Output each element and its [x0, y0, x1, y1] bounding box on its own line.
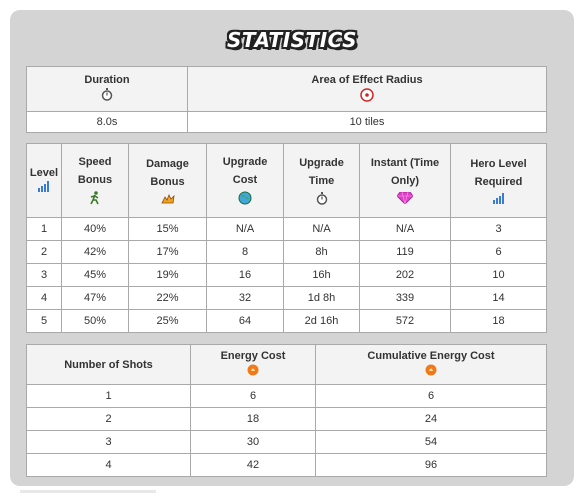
damage-bonus-header: Damage Bonus: [128, 143, 207, 218]
energy-cost-cell: 30: [190, 430, 316, 454]
table-row: 1 6 6: [26, 384, 547, 408]
level-cell: 1: [26, 217, 62, 241]
table-row: 3 30 54: [26, 430, 547, 454]
instant-time-header: Instant (Time Only): [359, 143, 451, 218]
energy-icon: [247, 364, 259, 379]
energy-cost-header-label: Energy Cost: [220, 350, 286, 362]
table-row: 2 42% 17% 8 8h 119 6: [26, 240, 547, 264]
energy-cost-cell: 18: [190, 407, 316, 431]
number-of-shots-header-label: Number of Shots: [64, 358, 153, 371]
damage-bonus-cell: 15%: [128, 217, 207, 241]
cumulative-energy-cost-header-label: Cumulative Energy Cost: [367, 350, 495, 362]
hero-level-cell: 6: [450, 240, 547, 264]
level-bars-icon: [38, 180, 50, 195]
cumulative-energy-cell: 96: [315, 453, 547, 477]
upgrade-time-cell: N/A: [283, 217, 360, 241]
damage-bonus-cell: 19%: [128, 263, 207, 287]
hero-level-cell: 10: [450, 263, 547, 287]
instant-time-cell: 572: [359, 309, 451, 333]
damage-bonus-cell: 25%: [128, 309, 207, 333]
upgrade-time-cell: 8h: [283, 240, 360, 264]
speed-bonus-cell: 50%: [61, 309, 129, 333]
upgrade-cost-cell: N/A: [206, 217, 284, 241]
speed-bonus-header-label: Speed Bonus: [77, 156, 113, 186]
level-header-label: Level: [29, 166, 59, 179]
aoe-radius-value: 10 tiles: [187, 111, 547, 133]
hero-level-cell: 3: [450, 217, 547, 241]
table-row: 1 40% 15% N/A N/A N/A 3: [26, 217, 547, 241]
level-cell: 2: [26, 240, 62, 264]
running-man-icon: [89, 191, 101, 208]
damage-burst-icon: [160, 193, 175, 207]
instant-time-cell: 119: [359, 240, 451, 264]
table-row: 3 45% 19% 16 16h 202 10: [26, 263, 547, 287]
duration-header: Duration: [26, 66, 188, 112]
shots-cell: 1: [26, 384, 191, 408]
table-row: 4 47% 22% 32 1d 8h 339 14: [26, 286, 547, 310]
aoe-radius-header: Area of Effect Radius: [187, 66, 547, 112]
energy-cost-header: Energy Cost: [190, 344, 316, 385]
speed-bonus-header: Speed Bonus: [61, 143, 129, 218]
cumulative-energy-cell: 24: [315, 407, 547, 431]
upgrade-cost-header-label: Upgrade Cost: [222, 156, 268, 186]
speed-bonus-cell: 42%: [61, 240, 129, 264]
level-cell: 4: [26, 286, 62, 310]
table-row: 2 18 24: [26, 407, 547, 431]
hero-level-cell: 14: [450, 286, 547, 310]
number-of-shots-header: Number of Shots: [26, 344, 191, 385]
cumulative-energy-cell: 6: [315, 384, 547, 408]
damage-bonus-cell: 22%: [128, 286, 207, 310]
hero-level-header-label: Hero Level Required: [470, 157, 527, 188]
damage-bonus-cell: 17%: [128, 240, 207, 264]
summary-table: Duration Area of Effect Radius 8.0s 10 t…: [26, 66, 547, 133]
speed-bonus-cell: 47%: [61, 286, 129, 310]
upgrade-time-cell: 1d 8h: [283, 286, 360, 310]
gem-icon: [396, 191, 414, 207]
speed-bonus-cell: 45%: [61, 263, 129, 287]
aoe-radius-header-label: Area of Effect Radius: [311, 73, 423, 86]
upgrade-time-header-label: Upgrade Time: [299, 156, 344, 187]
upgrade-time-header: Upgrade Time: [283, 143, 360, 218]
upgrade-cost-cell: 8: [206, 240, 284, 264]
duration-value: 8.0s: [26, 111, 188, 133]
upgrades-table: Level Speed Bonus Damage Bonus Upgrade C…: [26, 143, 547, 333]
instant-time-cell: 202: [359, 263, 451, 287]
speed-bonus-cell: 40%: [61, 217, 129, 241]
level-bars-icon: [492, 192, 505, 207]
globe-coin-icon: [238, 191, 252, 208]
upgrade-cost-header: Upgrade Cost: [206, 143, 284, 218]
upgrade-cost-cell: 16: [206, 263, 284, 287]
upgrade-cost-cell: 32: [206, 286, 284, 310]
level-cell: 3: [26, 263, 62, 287]
table-row: 4 42 96: [26, 453, 547, 477]
upgrade-time-cell: 16h: [283, 263, 360, 287]
duration-header-label: Duration: [84, 74, 130, 86]
stopwatch-icon: [101, 88, 113, 104]
stopwatch-icon: [316, 191, 328, 208]
instant-time-cell: 339: [359, 286, 451, 310]
damage-bonus-header-label: Damage Bonus: [146, 157, 189, 188]
shots-cell: 4: [26, 453, 191, 477]
hero-level-cell: 18: [450, 309, 547, 333]
target-icon: [360, 87, 374, 105]
horizontal-scrollbar[interactable]: [20, 490, 156, 493]
energy-icon: [425, 364, 437, 379]
hero-level-header: Hero Level Required: [450, 143, 547, 218]
instant-time-header-label: Instant (Time Only): [370, 157, 440, 187]
upgrade-cost-cell: 64: [206, 309, 284, 333]
instant-time-cell: N/A: [359, 217, 451, 241]
panel-title: STATISTICS: [227, 28, 357, 52]
energy-cost-table: Number of Shots Energy Cost Cumulative E…: [26, 344, 547, 477]
cumulative-energy-cost-header: Cumulative Energy Cost: [315, 344, 547, 385]
level-cell: 5: [26, 309, 62, 333]
energy-cost-cell: 42: [190, 453, 316, 477]
cumulative-energy-cell: 54: [315, 430, 547, 454]
upgrade-time-cell: 2d 16h: [283, 309, 360, 333]
table-row: 5 50% 25% 64 2d 16h 572 18: [26, 309, 547, 333]
shots-cell: 2: [26, 407, 191, 431]
shots-cell: 3: [26, 430, 191, 454]
level-header: Level: [26, 143, 62, 218]
energy-cost-cell: 6: [190, 384, 316, 408]
